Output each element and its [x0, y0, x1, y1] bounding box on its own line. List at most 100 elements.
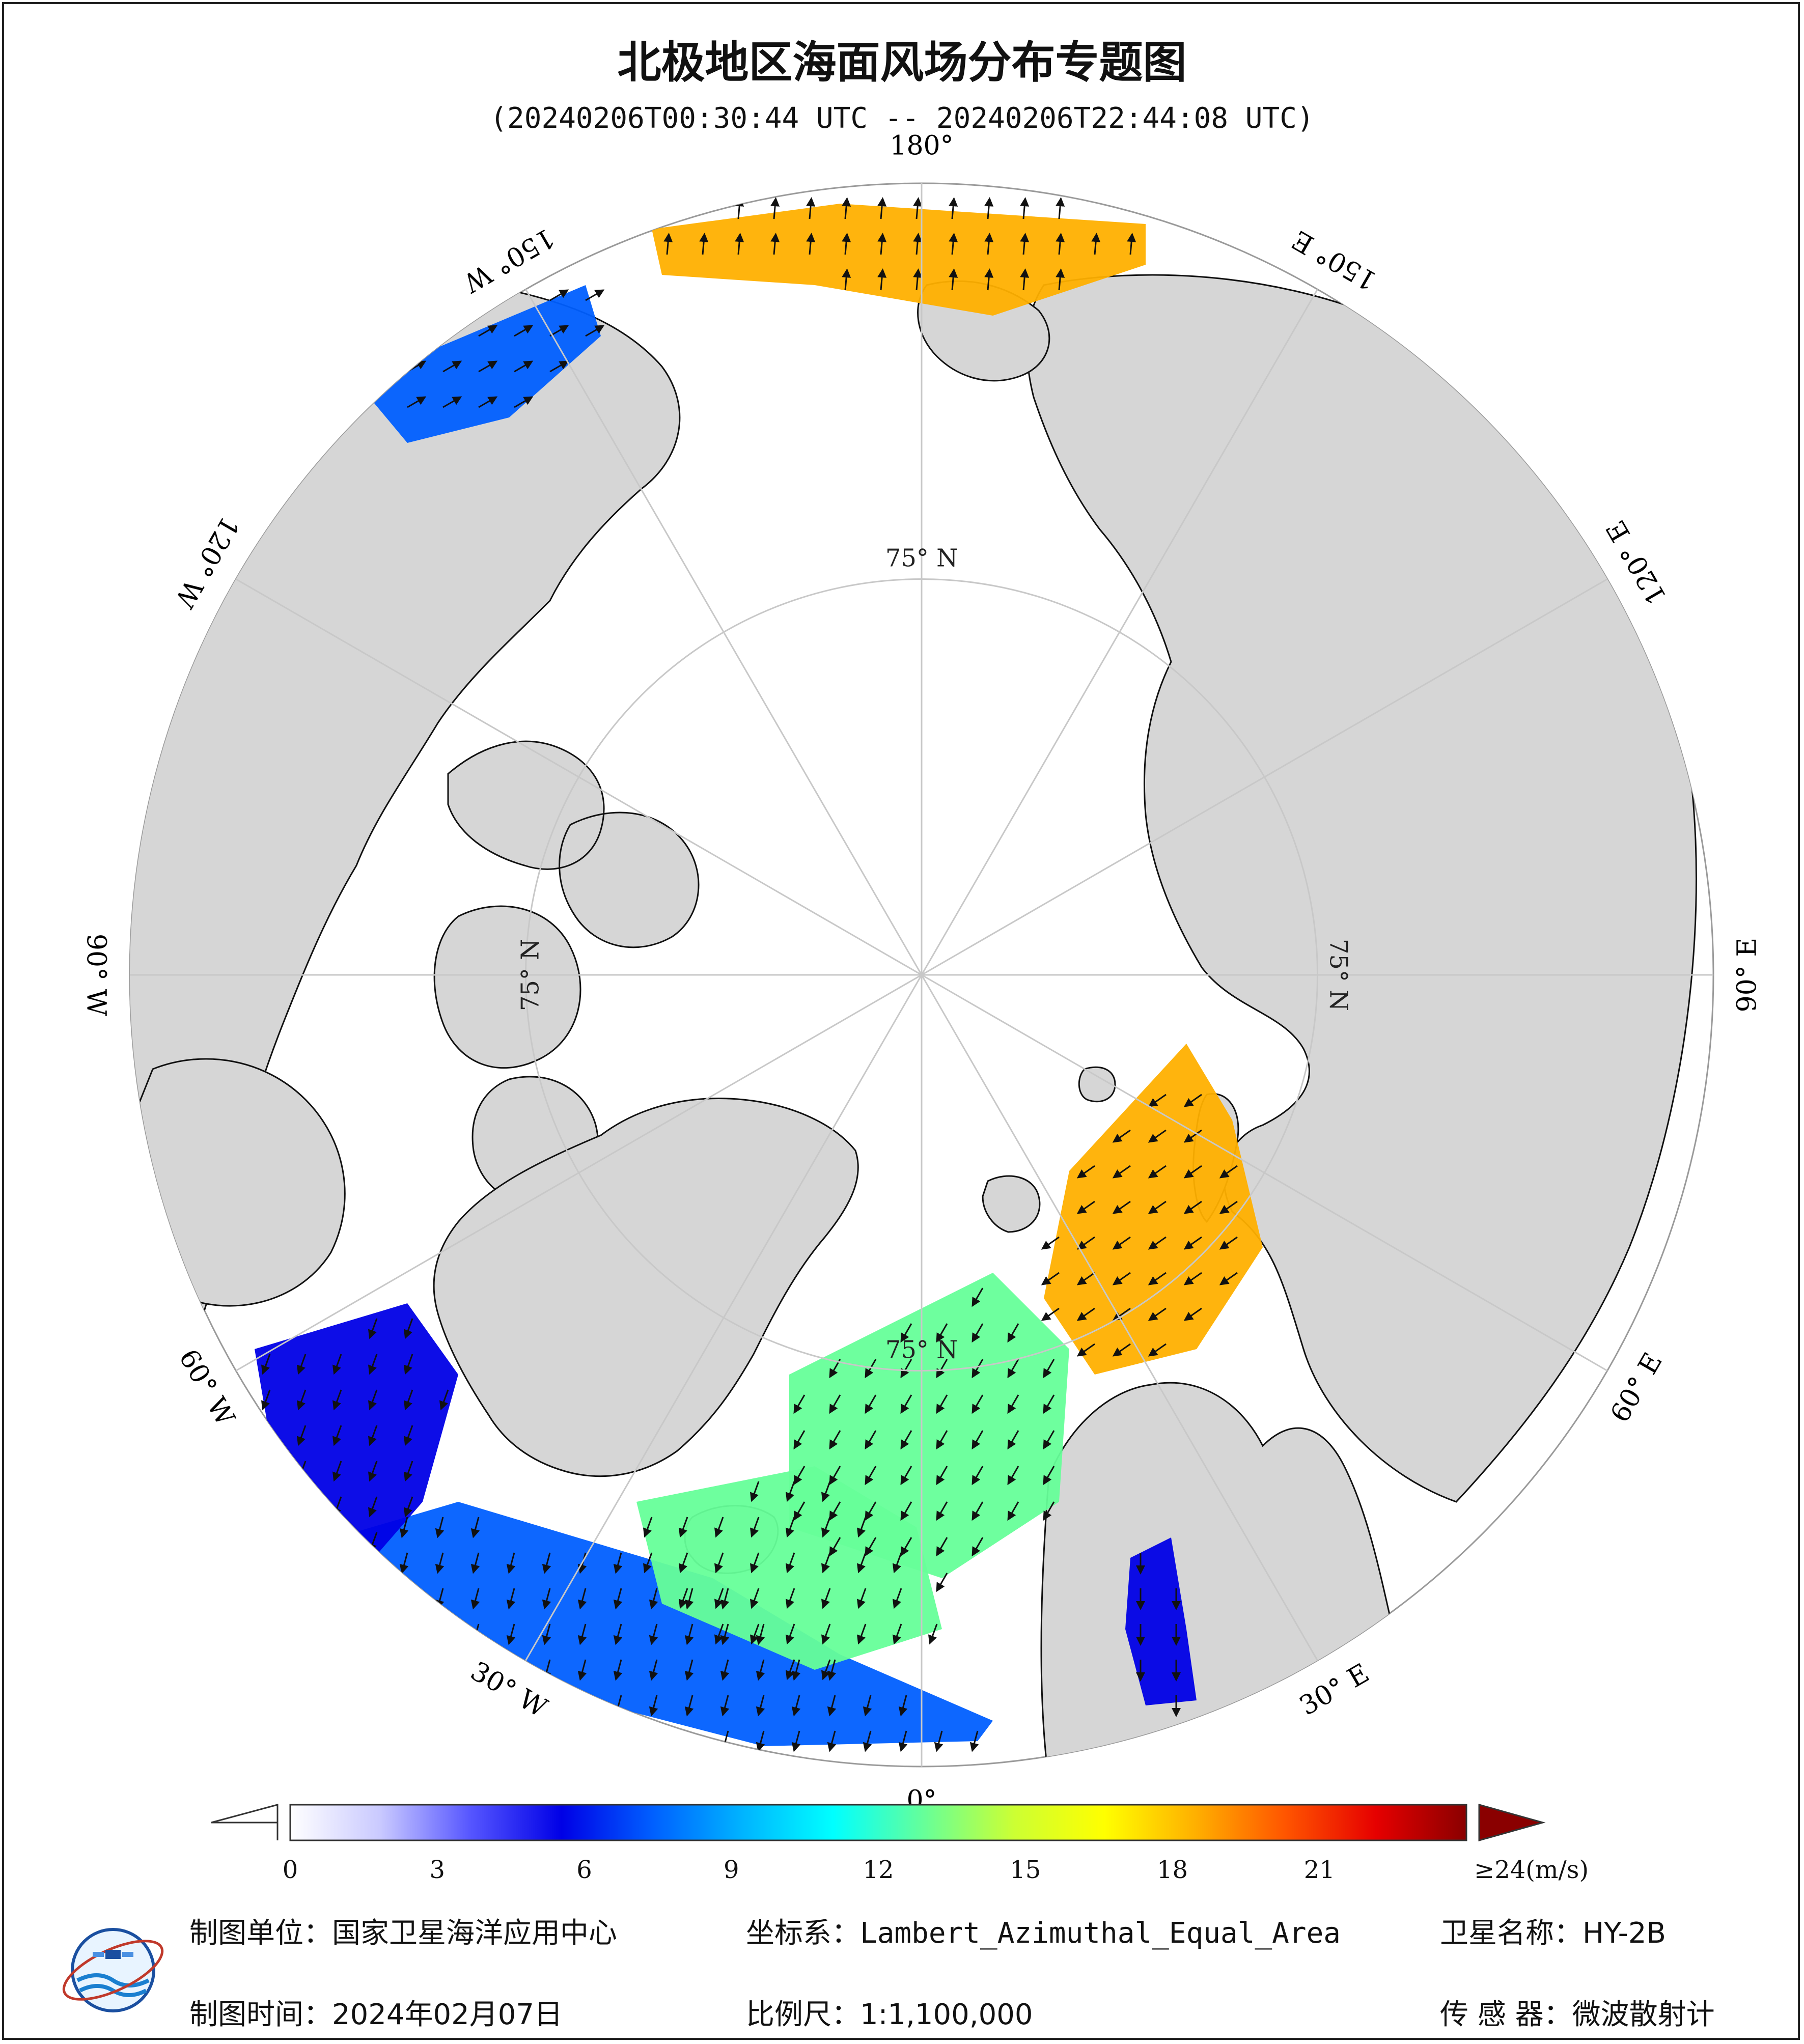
wind-arrow: [684, 1623, 694, 1645]
wind-swath-chukchi-bering: [652, 204, 1146, 316]
wind-arrow: [1076, 1200, 1095, 1214]
wind-arrow: [821, 1552, 831, 1574]
wind-arrow: [1112, 1165, 1131, 1179]
wind-arrow: [332, 1389, 342, 1411]
wind-arrow: [856, 1517, 867, 1538]
wind-arrow: [577, 1588, 587, 1610]
footer-satellite: 卫星名称：HY-2B: [1440, 1910, 1666, 1951]
wind-arrow: [793, 1394, 806, 1414]
map-title: 北极地区海面风场分布专题图: [617, 37, 1187, 88]
wind-arrow: [877, 233, 887, 255]
wind-arrow: [613, 1623, 623, 1645]
wind-arrow: [750, 1623, 760, 1645]
wind-arrow: [1183, 1165, 1202, 1179]
wind-arrow: [1183, 1200, 1202, 1214]
footer-time-value: 2024年02月07日: [332, 1998, 563, 2031]
latitude-label: 75° N: [516, 939, 545, 1011]
wind-arrow: [714, 1552, 724, 1574]
wind-arrow: [936, 1359, 948, 1379]
footer-unit-key: 制图单位：: [189, 1917, 332, 1950]
wind-arrow: [913, 268, 923, 291]
wind-arrow: [863, 1695, 872, 1717]
wind-arrow: [577, 1695, 587, 1717]
wind-arrow: [1148, 1236, 1167, 1250]
wind-arrow: [292, 1588, 302, 1610]
wind-arrow: [1183, 1272, 1202, 1285]
colorbar-tick-label: 21: [1303, 1856, 1335, 1884]
wind-arrow: [1148, 1094, 1167, 1107]
wind-arrow: [750, 1588, 760, 1609]
wind-arrow: [928, 1623, 938, 1645]
wind-arrow: [368, 1354, 378, 1375]
wind-arrow: [403, 1425, 413, 1446]
colorbar: [211, 1804, 1546, 1841]
wind-arrow: [720, 1588, 730, 1610]
wind-arrow: [1076, 1343, 1095, 1357]
wind-arrow: [827, 1695, 837, 1717]
time-range-subtitle: (20240206T00:30:44 UTC -- 20240206T22:44…: [490, 102, 1314, 135]
wind-arrow: [1076, 1307, 1095, 1321]
wind-arrow: [770, 197, 780, 219]
wind-arrow: [699, 233, 709, 255]
wind-arrow: [613, 1588, 623, 1610]
wind-arrow: [900, 1537, 912, 1557]
wind-arrow: [478, 325, 498, 337]
wind-arrow: [1056, 233, 1065, 255]
wind-arrow: [1219, 1236, 1238, 1250]
wind-arrow: [649, 1659, 658, 1681]
wind-arrow: [892, 1623, 902, 1645]
wind-arrow: [1076, 1272, 1095, 1285]
wind-arrow: [829, 1466, 841, 1486]
wind-arrow: [478, 396, 498, 408]
longitude-label: 90° E: [1732, 938, 1763, 1013]
greenland-landmass: [433, 1098, 859, 1477]
wind-arrow: [328, 1588, 338, 1610]
wind-arrow: [984, 268, 994, 291]
wind-arrow: [407, 396, 427, 408]
wind-arrow: [913, 233, 923, 255]
wind-arrow: [403, 1496, 413, 1518]
wind-arrow: [643, 1517, 653, 1538]
wind-arrow: [972, 1430, 984, 1450]
colorbar-tick-label: 12: [863, 1856, 894, 1884]
wind-arrow: [1020, 233, 1030, 255]
wind-arrow: [756, 1623, 765, 1645]
wind-arrow: [936, 1466, 948, 1486]
wind-arrow: [1043, 1394, 1055, 1414]
wind-arrow: [514, 360, 534, 373]
wind-arrow: [865, 1430, 877, 1450]
wind-arrow: [435, 1552, 445, 1574]
wind-arrow: [821, 1517, 831, 1538]
wind-arrow: [972, 1537, 984, 1557]
wind-arrow: [1020, 197, 1030, 219]
wind-arrow: [506, 1623, 516, 1645]
wind-arrow: [1056, 268, 1065, 291]
wind-arrow: [1112, 1200, 1131, 1214]
wind-arrow: [949, 197, 958, 219]
colorbar-tick-label: 0: [282, 1856, 298, 1884]
wind-arrow: [577, 1623, 587, 1645]
wind-arrow: [1043, 1359, 1055, 1379]
wind-arrow: [1076, 1236, 1095, 1250]
wind-arrow: [368, 1318, 378, 1339]
wind-arrow: [399, 1588, 409, 1610]
wind-arrow: [613, 1552, 623, 1574]
wind-arrow: [1043, 1501, 1055, 1521]
wind-arrow: [1183, 1236, 1202, 1250]
franz-josef-land: [1078, 1066, 1116, 1103]
footer-satellite-value: HY-2B: [1583, 1917, 1666, 1950]
wind-arrow: [292, 1552, 302, 1574]
wind-arrow: [368, 1461, 378, 1482]
wind-arrow: [892, 1552, 902, 1574]
wind-arrow: [1091, 233, 1101, 255]
colorbar-tick-label: 3: [429, 1856, 446, 1884]
wind-arrow: [785, 1588, 795, 1609]
wind-arrow: [756, 1659, 765, 1681]
wind-arrow: [678, 1588, 688, 1609]
wind-arrow: [403, 1318, 413, 1339]
colorbar-tick-label: 9: [723, 1856, 739, 1884]
wind-arrow: [793, 1466, 806, 1486]
wind-arrow: [877, 268, 887, 291]
